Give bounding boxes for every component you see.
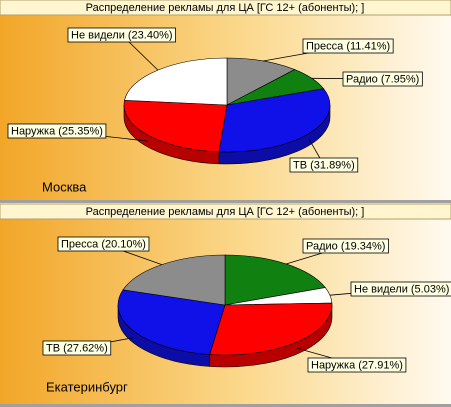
title-bar <box>0 0 451 16</box>
slice <box>117 289 226 355</box>
slice <box>218 88 331 153</box>
slice-label: Не видели (5.03%) <box>354 283 449 295</box>
label-box <box>67 27 176 43</box>
slice-label: Радио (19.34%) <box>306 240 385 252</box>
slice-label: ТВ (31.89%) <box>293 159 355 171</box>
label-box <box>342 71 423 87</box>
chart-title: Распределение рекламы для ЦА [ГС 12+ (аб… <box>86 206 365 218</box>
slice-label: Пресса (11.41%) <box>306 40 390 52</box>
slice <box>226 57 296 106</box>
label-box <box>57 236 150 252</box>
slice-labels: Радио (19.34%) Не видели (5.03%) Наружка (… <box>42 236 451 373</box>
label-box <box>302 238 389 254</box>
slice-label: Пресса (20.10%) <box>61 238 146 250</box>
slice <box>123 99 228 153</box>
slice-label: Наружка (25.35%) <box>11 125 103 137</box>
label-box <box>42 340 112 356</box>
slice-labels: Пресса (11.41%) Радио (7.95%) ТВ (31.89%) Н… <box>7 27 423 173</box>
city-label: Екатеринбург <box>46 379 128 394</box>
label-box <box>289 157 359 173</box>
label-box <box>350 281 451 297</box>
slice-label: Радио (7.95%) <box>346 73 419 85</box>
pie-panel: Распределение рекламы для ЦА [ГС 12+ (аб… <box>0 203 451 407</box>
label-box <box>307 357 407 373</box>
pie-tops <box>123 57 331 153</box>
slice-label: Наружка (27.91%) <box>311 359 403 371</box>
title-bar <box>0 203 451 220</box>
label-box <box>302 38 394 54</box>
pie-panel: Распределение рекламы для ЦА [ГС 12+ (аб… <box>0 0 451 203</box>
slice-label: Не видели (23.40%) <box>71 29 173 41</box>
pie-tops <box>117 254 333 356</box>
panel-divider <box>0 200 451 203</box>
chart-title: Распределение рекламы для ЦА [ГС 12+ (аб… <box>86 2 365 14</box>
slice <box>209 302 333 356</box>
slice-label: ТВ (27.62%) <box>46 342 108 354</box>
label-box <box>7 123 107 139</box>
panel-divider <box>0 404 451 407</box>
city-label: Москва <box>42 179 87 194</box>
